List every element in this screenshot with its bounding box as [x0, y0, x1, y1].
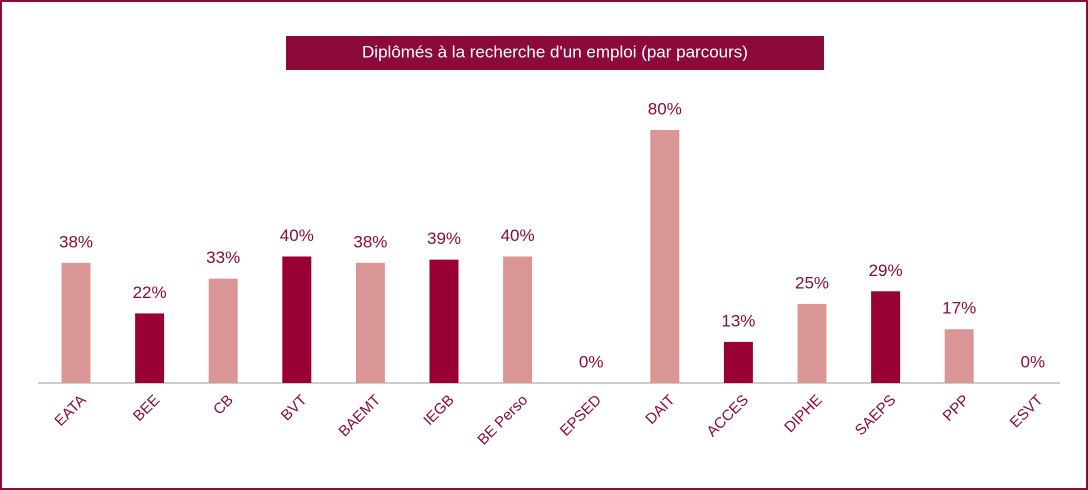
value-label: 40% — [280, 226, 314, 245]
bar — [650, 130, 680, 383]
value-label: 0% — [579, 352, 604, 371]
value-label: 22% — [133, 283, 167, 302]
bar — [944, 329, 974, 383]
bar — [797, 303, 827, 383]
bar — [208, 278, 238, 383]
value-label: 40% — [501, 226, 535, 245]
title-box — [286, 36, 824, 70]
value-label: 39% — [427, 229, 461, 248]
value-label: 38% — [59, 232, 93, 251]
bar — [723, 341, 753, 383]
value-label: 0% — [1021, 352, 1046, 371]
bar — [61, 262, 91, 383]
chart-title: Diplômés à la recherche d'un emploi (par… — [362, 42, 748, 61]
value-label: 13% — [721, 311, 755, 330]
value-label: 33% — [206, 248, 240, 267]
bar — [503, 256, 533, 383]
value-label: 38% — [353, 232, 387, 251]
bar — [871, 291, 901, 383]
bar — [429, 259, 459, 383]
bar — [282, 256, 312, 383]
bar — [135, 313, 165, 383]
value-label: 25% — [795, 273, 829, 292]
value-label: 29% — [869, 261, 903, 280]
bar — [355, 262, 385, 383]
value-label: 17% — [942, 299, 976, 318]
value-label: 80% — [648, 99, 682, 118]
